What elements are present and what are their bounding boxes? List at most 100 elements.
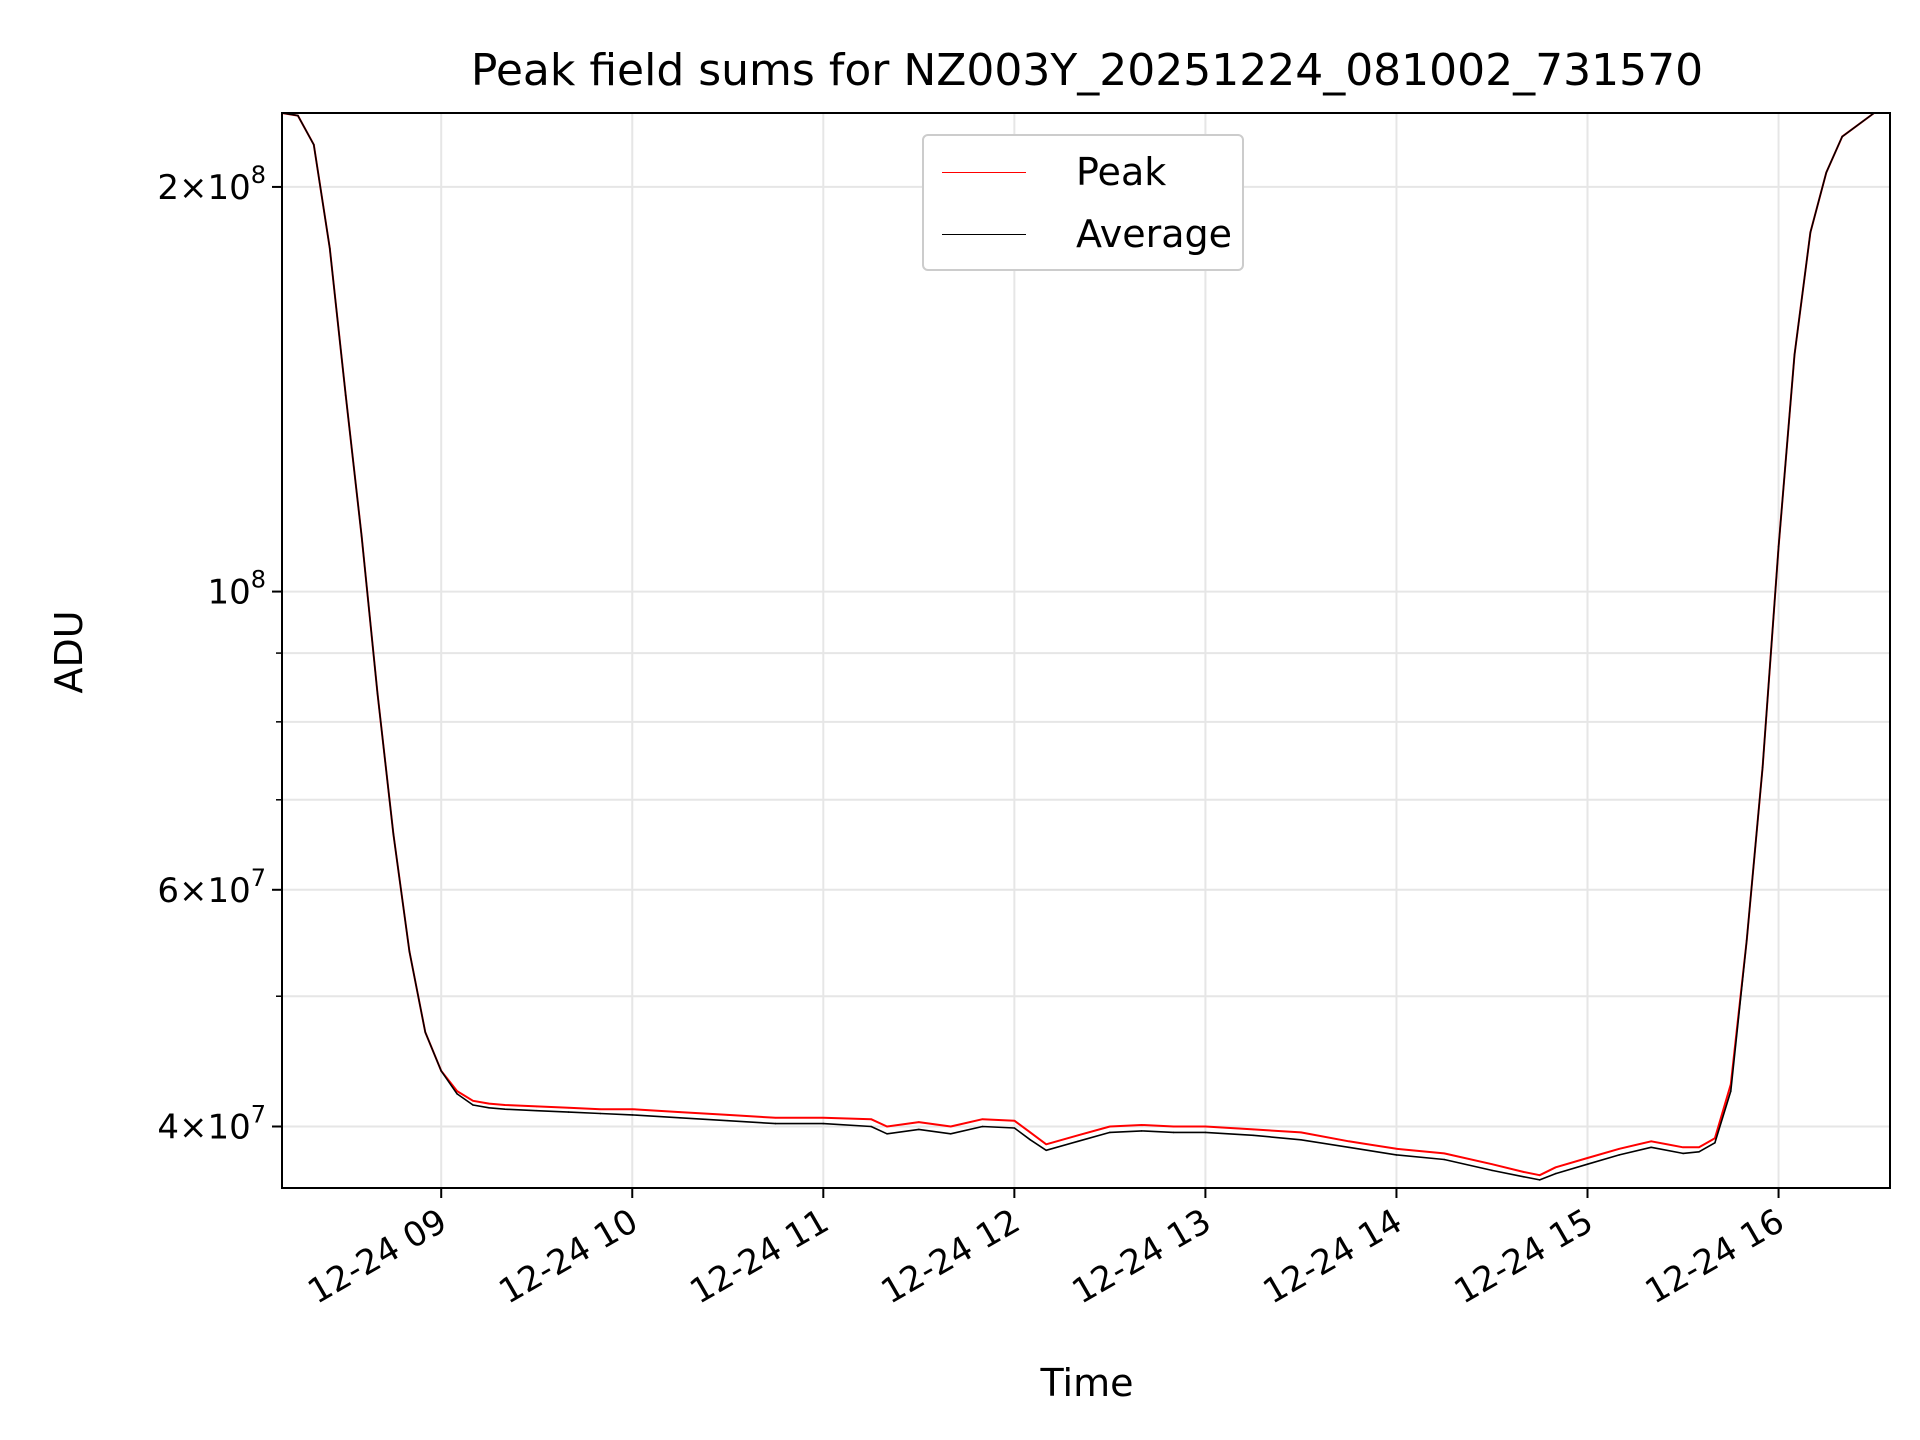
y-axis: 4×107 6×107 108 2×108 (157, 161, 282, 1147)
data-point-average (1013, 1127, 1016, 1129)
data-point-average (679, 1117, 681, 1119)
data-point-peak (1013, 1119, 1016, 1122)
data-point-average (1538, 1179, 1541, 1181)
data-point-average (886, 1133, 888, 1135)
x-tick-label: 12-24 14 (1257, 1201, 1409, 1312)
data-point-peak (1395, 1148, 1398, 1150)
data-point-peak (1682, 1146, 1684, 1149)
data-point-peak (1077, 1134, 1079, 1137)
y-tick-label: 4×107 (157, 1100, 266, 1147)
data-point-peak (1618, 1148, 1621, 1150)
data-point-average (535, 1109, 538, 1112)
data-point-average (1586, 1163, 1589, 1165)
data-point-average (1825, 171, 1828, 174)
data-point-average (1172, 1131, 1175, 1134)
data-point-average (631, 1114, 634, 1116)
series-line-peak (281, 112, 1890, 1177)
data-point-average (1698, 1151, 1700, 1153)
y-tick-label: 6×107 (157, 864, 266, 911)
x-tick-label: 12-24 11 (683, 1201, 835, 1312)
data-point-peak (949, 1125, 952, 1128)
data-point-average (456, 1093, 458, 1095)
data-point-peak (886, 1125, 888, 1128)
data-point-peak (1538, 1174, 1541, 1176)
data-point-average (1714, 1142, 1716, 1144)
data-point-peak (1109, 1125, 1111, 1128)
data-point-average (1491, 1169, 1493, 1172)
data-point-peak (1443, 1152, 1445, 1155)
data-point-average (1793, 354, 1796, 356)
data-point-peak (1045, 1143, 1047, 1146)
data-point-average (949, 1133, 952, 1135)
legend-item-average: Average (942, 210, 1232, 256)
data-point-peak (870, 1118, 872, 1120)
data-point-average (1618, 1154, 1621, 1156)
data-point-peak (456, 1090, 458, 1092)
data-point-peak (1204, 1125, 1207, 1128)
data-point-peak (981, 1118, 984, 1120)
data-point-peak (679, 1111, 681, 1113)
data-point-peak (918, 1121, 920, 1123)
data-point-average (918, 1128, 920, 1131)
data-point-peak (774, 1117, 777, 1119)
data-point-peak (1698, 1146, 1700, 1149)
data-point-average (1730, 1090, 1732, 1092)
data-point-average (727, 1119, 729, 1122)
data-point-average (1300, 1139, 1302, 1141)
data-point-average (1745, 939, 1748, 942)
data-point-average (408, 950, 411, 953)
data-point-average (1777, 545, 1780, 548)
data-point-average (392, 833, 395, 835)
data-point-peak (1252, 1128, 1254, 1131)
data-point-average (472, 1104, 474, 1106)
data-point-peak (1554, 1166, 1557, 1169)
data-point-average (1841, 135, 1843, 138)
data-point-peak (599, 1108, 602, 1110)
data-point-average (599, 1112, 602, 1115)
data-point-peak (1491, 1163, 1493, 1165)
x-tick-label: 12-24 10 (492, 1201, 644, 1312)
data-point-average (1140, 1130, 1143, 1132)
chart-title: Peak field sums for NZ003Y_20251224_0810… (471, 45, 1703, 96)
data-point-average (440, 1070, 443, 1072)
data-point-average (329, 247, 331, 250)
data-point-average (1029, 1139, 1032, 1141)
x-axis: 12-24 09 12-24 10 12-24 11 12-24 12 12-24 13… (301, 1188, 1791, 1312)
grid-lines (282, 113, 1890, 1188)
data-point-average (822, 1122, 825, 1125)
data-point-peak (1140, 1124, 1143, 1126)
legend-swatch-peak (942, 172, 1026, 173)
legend-label-peak: Peak (1076, 150, 1167, 194)
legend-item-peak: Peak (942, 148, 1232, 194)
data-point-average (1554, 1172, 1557, 1175)
data-point-average (1252, 1134, 1254, 1137)
x-tick-label: 12-24 12 (874, 1201, 1026, 1312)
data-point-average (870, 1125, 872, 1128)
data-point-average (504, 1108, 506, 1110)
data-point-average (424, 1031, 427, 1034)
data-point-average (1443, 1158, 1445, 1161)
x-tick-label: 12-24 16 (1639, 1201, 1791, 1312)
data-point-average (488, 1107, 490, 1109)
x-tick-label: 12-24 13 (1066, 1201, 1218, 1312)
data-point-average (297, 114, 299, 117)
data-point-peak (472, 1100, 474, 1102)
data-point-average (344, 394, 347, 396)
y-axis-label: ADU (47, 610, 91, 693)
data-point-peak (1172, 1125, 1175, 1128)
data-point-peak (1714, 1137, 1716, 1140)
data-point-peak (1300, 1131, 1302, 1134)
data-point-peak (1586, 1157, 1589, 1159)
data-point-average (981, 1125, 984, 1128)
data-point-average (1395, 1154, 1398, 1156)
series-layer (281, 112, 1891, 1181)
data-point-average (1809, 231, 1812, 234)
data-point-average (360, 535, 363, 537)
data-point-average (1045, 1149, 1047, 1152)
data-point-average (774, 1122, 777, 1125)
data-point-peak (567, 1107, 570, 1109)
data-point-average (376, 692, 379, 695)
y-tick-label: 2×108 (157, 161, 266, 208)
data-point-average (313, 143, 315, 146)
